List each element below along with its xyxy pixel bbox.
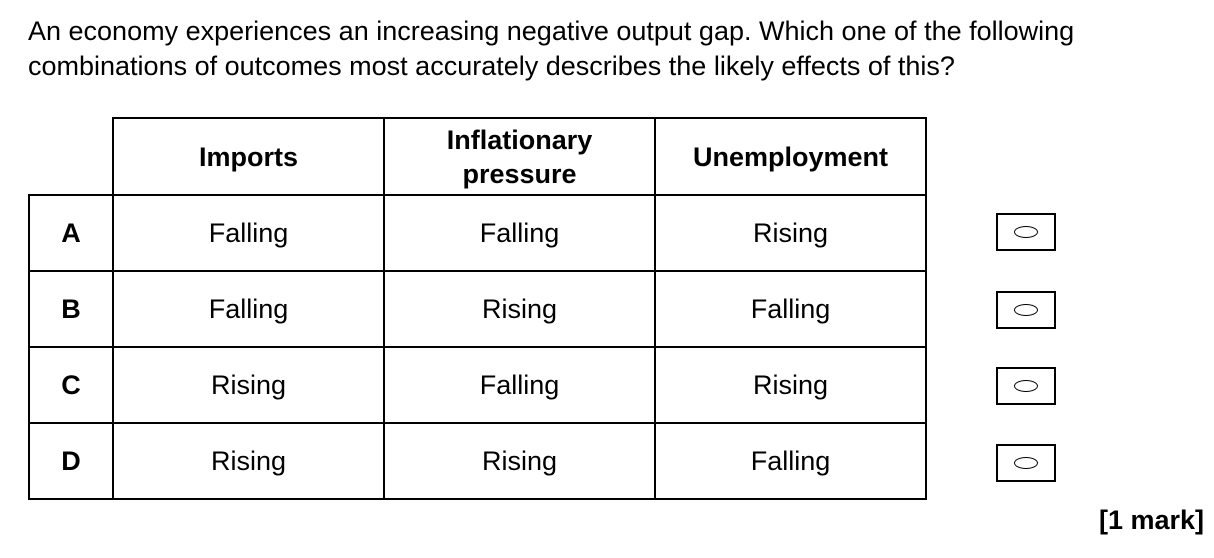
cell-inflation: Falling [383, 346, 656, 424]
options-table: Imports Inflationary pressure Unemployme… [28, 117, 927, 500]
cell-imports: Rising [112, 422, 385, 500]
header-unemployment: Unemployment [654, 117, 927, 196]
question-line-2: combinations of outcomes most accurately… [28, 51, 955, 81]
table-row: C Rising Falling Rising [28, 346, 927, 424]
table-row: A Falling Falling Rising [28, 194, 927, 272]
answer-box-c[interactable] [996, 367, 1056, 405]
answer-oval-icon [1014, 304, 1038, 316]
header-inflation-line-2: pressure [462, 158, 577, 189]
answer-oval-icon [1014, 226, 1038, 238]
table-row: D Rising Rising Falling [28, 422, 927, 500]
answer-box-d[interactable] [996, 444, 1056, 482]
answer-oval-icon [1014, 380, 1038, 392]
header-inflationary-pressure: Inflationary pressure [383, 117, 656, 196]
answer-box-b[interactable] [996, 291, 1056, 329]
cell-unemployment: Rising [654, 346, 927, 424]
question-line-1: An economy experiences an increasing neg… [28, 16, 1075, 46]
marks-label: [1 mark] [1098, 505, 1204, 535]
table-header-row: Imports Inflationary pressure Unemployme… [29, 117, 927, 196]
cell-inflation: Falling [383, 194, 656, 272]
cell-imports: Falling [112, 194, 385, 272]
table-corner-cell [29, 118, 114, 196]
header-imports: Imports [112, 117, 385, 196]
cell-imports: Rising [112, 346, 385, 424]
table-row: B Falling Rising Falling [28, 270, 927, 348]
header-inflation-line-1: Inflationary [446, 124, 593, 155]
row-letter: D [28, 422, 114, 500]
answer-box-a[interactable] [996, 213, 1056, 251]
cell-unemployment: Falling [654, 270, 927, 348]
cell-inflation: Rising [383, 270, 656, 348]
row-letter: A [28, 194, 114, 272]
question-text: An economy experiences an increasing neg… [28, 14, 1198, 84]
answer-oval-icon [1014, 457, 1038, 469]
row-letter: B [28, 270, 114, 348]
row-letter: C [28, 346, 114, 424]
cell-unemployment: Rising [654, 194, 927, 272]
cell-imports: Falling [112, 270, 385, 348]
cell-unemployment: Falling [654, 422, 927, 500]
cell-inflation: Rising [383, 422, 656, 500]
